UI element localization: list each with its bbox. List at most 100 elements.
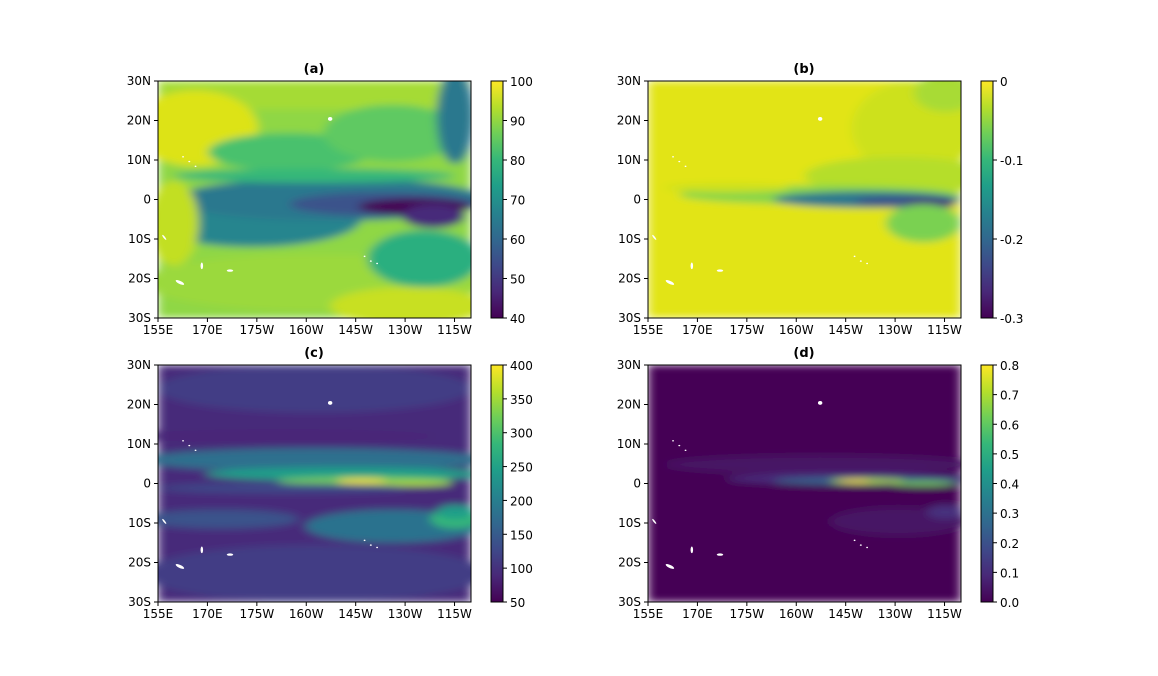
panel-b: (b) (617, 62, 1024, 337)
colorbar-tick-label: 0.0 (1000, 596, 1019, 610)
x-tick-label: 170E (682, 607, 713, 621)
y-tick-label: 30S (128, 595, 151, 609)
colorbar-tick-label: -0.1 (1000, 154, 1023, 168)
panel-b-colorbar (981, 81, 993, 318)
panel-d-map (648, 365, 961, 602)
x-tick-label: 170E (192, 607, 223, 621)
y-tick-label: 10S (618, 232, 641, 246)
panel-d-colorbar-ticks: 0.8 0.7 0.6 0.5 0.4 0.3 0.2 0.1 0.0 (993, 359, 1019, 610)
colorbar-tick-label: 350 (510, 393, 533, 407)
panel-c-colorbar-ticks: 400 350 300 250 200 150 100 50 (503, 359, 533, 610)
x-tick-label: 145W (828, 607, 863, 621)
y-tick-label: 0 (633, 193, 641, 207)
colorbar-tick-label: 0 (1000, 75, 1008, 89)
panel-c: (c) (127, 346, 533, 621)
y-tick-label: 10N (617, 437, 641, 451)
colorbar-tick-label: 0.4 (1000, 478, 1019, 492)
y-tick-label: 10N (617, 153, 641, 167)
x-tick-label: 175W (239, 323, 274, 337)
colorbar-tick-label: 70 (510, 194, 525, 208)
y-tick-label: 10S (128, 516, 151, 530)
panel-d-title: (d) (793, 346, 814, 361)
colorbar-tick-label: 400 (510, 359, 533, 373)
x-tick-label: 170E (192, 323, 223, 337)
x-tick-label: 155E (143, 607, 174, 621)
x-tick-label: 115W (437, 323, 472, 337)
y-tick-label: 30S (618, 595, 641, 609)
y-tick-label: 20S (618, 556, 641, 570)
x-tick-label: 130W (878, 323, 913, 337)
colorbar-tick-label: -0.3 (1000, 312, 1023, 326)
y-tick-label: 10N (127, 437, 151, 451)
colorbar-tick-label: 60 (510, 233, 525, 247)
colorbar-tick-label: 0.1 (1000, 566, 1019, 580)
y-tick-label: 30N (127, 74, 151, 88)
x-tick-label: 175W (729, 607, 764, 621)
y-tick-label: 20N (617, 398, 641, 412)
colorbar-tick-label: 50 (510, 273, 525, 287)
colorbar-tick-label: 250 (510, 461, 533, 475)
x-tick-label: 115W (437, 607, 472, 621)
x-tick-label: 115W (927, 323, 962, 337)
y-tick-label: 20S (128, 556, 151, 570)
y-tick-label: 30N (617, 358, 641, 372)
y-tick-label: 10S (128, 232, 151, 246)
colorbar-tick-label: 0.3 (1000, 507, 1019, 521)
panel-a-title: (a) (304, 62, 325, 77)
x-tick-label: 160W (289, 607, 324, 621)
colorbar-tick-label: -0.2 (1000, 233, 1023, 247)
panel-d-colorbar (981, 365, 993, 602)
x-tick-label: 155E (633, 607, 664, 621)
x-tick-label: 160W (779, 323, 814, 337)
x-tick-label: 175W (239, 607, 274, 621)
panel-c-colorbar (491, 365, 503, 602)
colorbar-tick-label: 80 (510, 154, 525, 168)
colorbar-tick-label: 0.5 (1000, 448, 1019, 462)
y-tick-label: 20S (128, 272, 151, 286)
x-tick-label: 145W (828, 323, 863, 337)
panel-b-colorbar-ticks: 0 -0.1 -0.2 -0.3 (993, 75, 1023, 326)
panel-d: (d) 155E 1 (617, 346, 1019, 621)
x-tick-label: 130W (388, 323, 423, 337)
panel-c-title: (c) (304, 346, 324, 361)
y-tick-label: 10N (127, 153, 151, 167)
colorbar-tick-label: 50 (510, 596, 525, 610)
panel-b-title: (b) (793, 62, 814, 77)
panel-a-colorbar-ticks: 100 90 80 70 60 50 40 (503, 75, 533, 326)
panel-c-map (158, 365, 471, 602)
panel-d-axes: 155E 170E 175W 160W 145W 130W 115W 30N 20N 10N 0 10… (617, 358, 962, 621)
panel-b-map (648, 81, 961, 318)
x-tick-label: 160W (779, 607, 814, 621)
colorbar-tick-label: 100 (510, 562, 533, 576)
colorbar-tick-label: 300 (510, 427, 533, 441)
y-tick-label: 20N (127, 398, 151, 412)
x-tick-label: 155E (143, 323, 174, 337)
x-tick-label: 115W (927, 607, 962, 621)
panel-c-axes: 155E 170E 175W 160W 145W 130W 115W 30N 20N 10N 0 10… (127, 358, 472, 621)
y-tick-label: 0 (143, 193, 151, 207)
colorbar-tick-label: 90 (510, 115, 525, 129)
colorbar-tick-label: 0.7 (1000, 389, 1019, 403)
y-tick-label: 20N (127, 114, 151, 128)
y-tick-label: 0 (633, 477, 641, 491)
y-tick-label: 30N (617, 74, 641, 88)
x-tick-label: 130W (878, 607, 913, 621)
x-tick-label: 130W (388, 607, 423, 621)
x-tick-label: 170E (682, 323, 713, 337)
colorbar-tick-label: 0.6 (1000, 418, 1019, 432)
panel-b-axes: 155E 170E 175W 160W 145W 130W 115W 30N 20N 10N 0 10… (617, 74, 962, 337)
x-tick-label: 145W (338, 607, 373, 621)
colorbar-tick-label: 0.8 (1000, 359, 1019, 373)
panel-a-colorbar (491, 81, 503, 318)
x-tick-label: 145W (338, 323, 373, 337)
y-tick-label: 0 (143, 477, 151, 491)
panel-a-axes: 155E 170E 175W 160W 145W 130W 115W 30N 20N 10N 0 10… (127, 74, 472, 337)
colorbar-tick-label: 0.2 (1000, 537, 1019, 551)
panel-a-map (158, 81, 471, 318)
y-tick-label: 30S (128, 311, 151, 325)
y-tick-label: 30S (618, 311, 641, 325)
y-tick-label: 10S (618, 516, 641, 530)
panel-a: (a) (127, 62, 533, 337)
colorbar-tick-label: 150 (510, 528, 533, 542)
